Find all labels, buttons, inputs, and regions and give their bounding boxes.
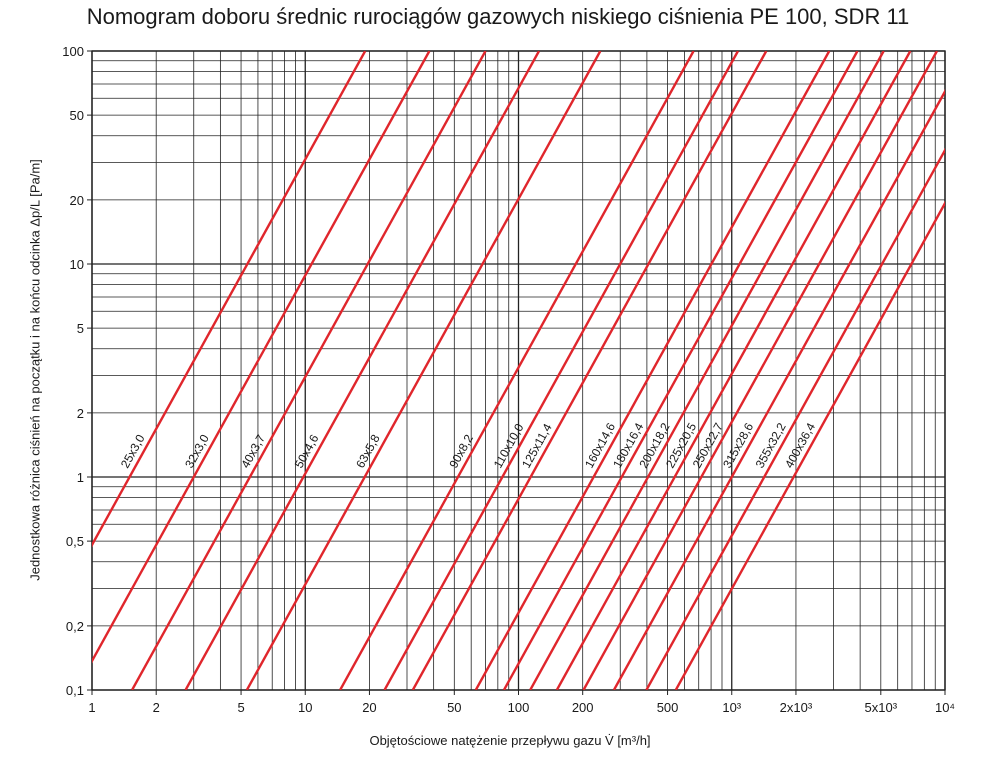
series-line [92, 51, 367, 548]
y-tick-label: 10 [70, 257, 84, 272]
x-tick-label: 2x10³ [780, 700, 813, 715]
x-tick-label: 5 [237, 700, 244, 715]
x-tick-label: 20 [362, 700, 376, 715]
series-line [674, 200, 945, 690]
x-tick-label: 2 [153, 700, 160, 715]
series-line [184, 51, 541, 690]
series-lines [92, 51, 945, 690]
series-line [582, 51, 939, 690]
y-tick-label: 0,2 [66, 619, 84, 634]
series-line [383, 51, 740, 690]
x-tick-label: 10³ [722, 700, 741, 715]
y-tick-label: 5 [77, 321, 84, 336]
x-tick-label: 10 [298, 700, 312, 715]
x-tick-label: 100 [508, 700, 530, 715]
series-line [131, 51, 487, 690]
x-tick-labels: 1 2 5 10 20 50 100 200 500 10³ 2x10³ 5x10³ 10⁴ [88, 690, 955, 715]
chart-title: Nomogram doboru średnic rurociągów gazow… [86, 4, 910, 29]
series-line [474, 51, 831, 690]
series-line [555, 51, 912, 690]
series-line [502, 51, 859, 690]
series-line [612, 88, 945, 690]
series-line [645, 147, 945, 690]
y-tick-label: 0,1 [66, 683, 84, 698]
y-tick-label: 50 [70, 108, 84, 123]
x-tick-label: 1 [88, 700, 95, 715]
y-tick-label: 2 [77, 406, 84, 421]
series-line [529, 51, 885, 690]
x-tick-label: 200 [572, 700, 594, 715]
series-line [92, 51, 431, 664]
series-labels: 25x3,0 32x3,0 40x3,7 50x4,6 63x5,8 90x8,2 110x… [118, 420, 818, 470]
x-tick-label: 10⁴ [935, 700, 955, 715]
x-tick-label: 50 [447, 700, 461, 715]
series-line [245, 51, 602, 690]
grid-major [91, 50, 946, 691]
x-tick-label: 500 [657, 700, 679, 715]
series-line [411, 51, 768, 690]
x-axis-label: Objętościowe natężenie przepływu gazu V̇… [369, 733, 651, 748]
y-tick-label: 0,5 [66, 534, 84, 549]
series-line [339, 51, 695, 690]
y-tick-label: 100 [62, 44, 84, 59]
y-tick-label: 20 [70, 193, 84, 208]
y-tick-labels: 0,1 0,2 0,5 1 2 5 10 20 50 100 [62, 44, 92, 698]
x-tick-label: 5x10³ [865, 700, 898, 715]
y-tick-label: 1 [77, 470, 84, 485]
